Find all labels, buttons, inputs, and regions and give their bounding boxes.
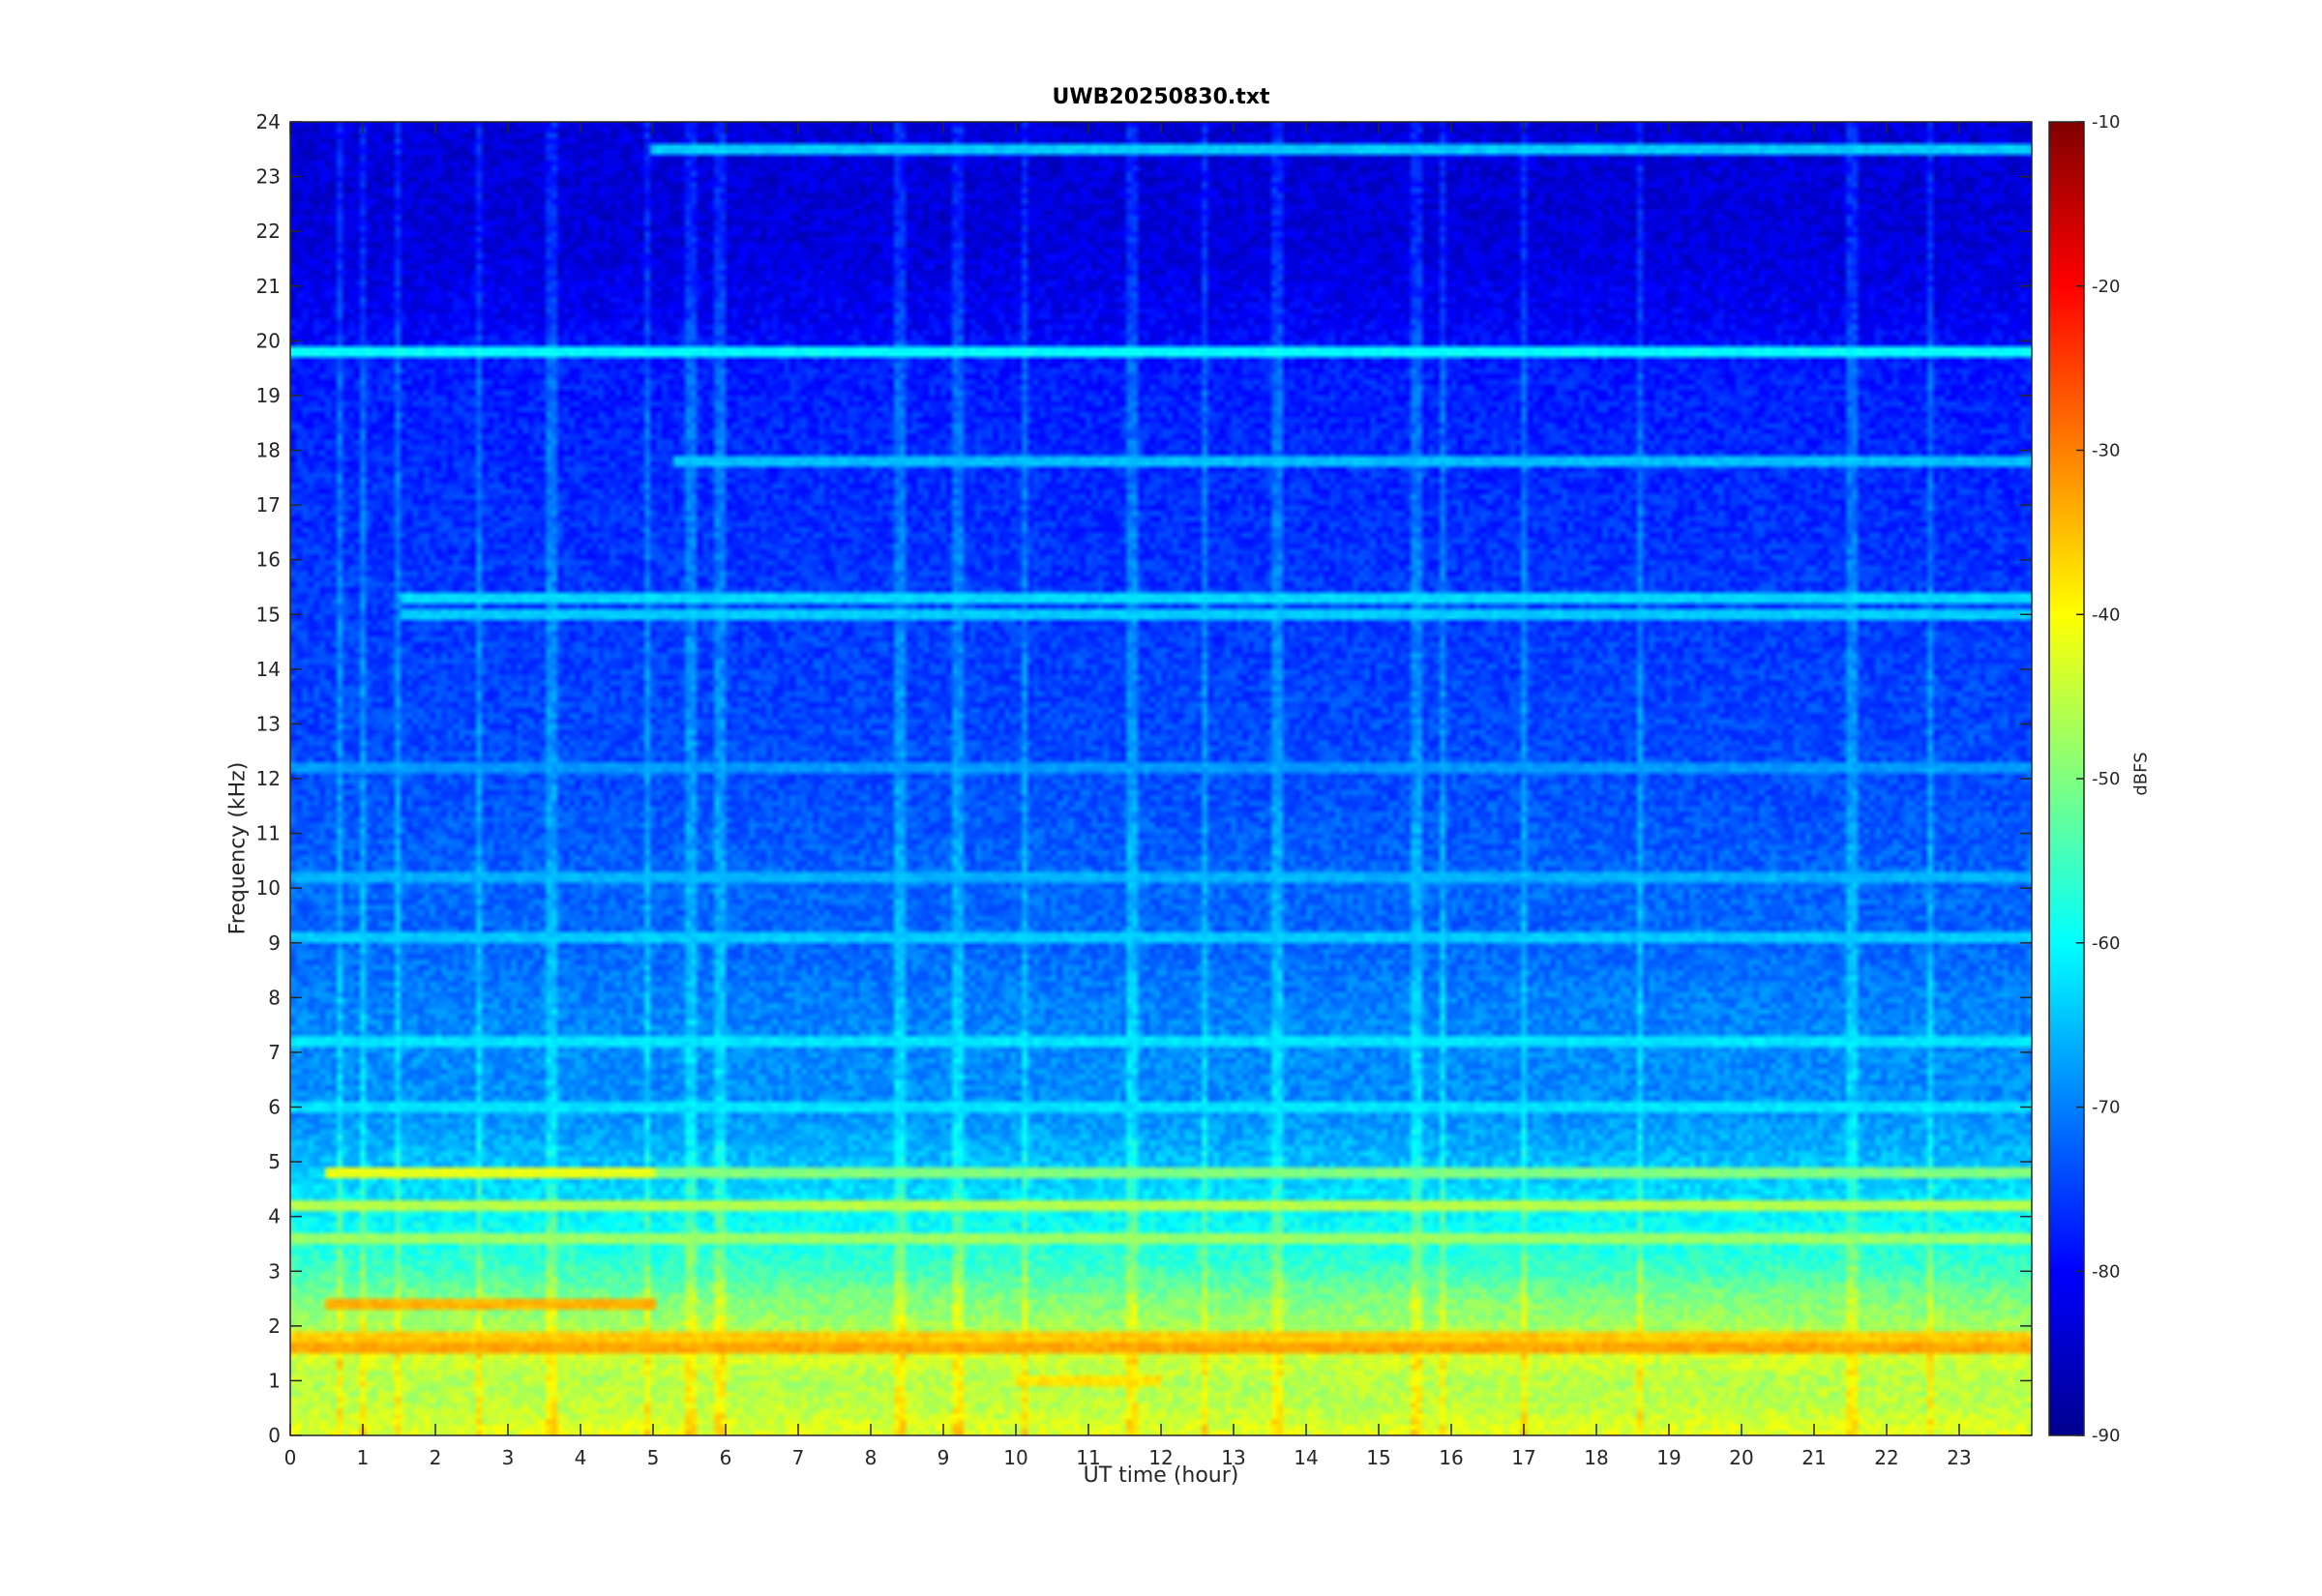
x-tick-label: 12: [1148, 1446, 1173, 1469]
y-tick-label: 22: [256, 220, 281, 243]
x-tick-label: 4: [575, 1446, 587, 1469]
x-tick-label: 5: [647, 1446, 660, 1469]
x-tick-label: 3: [502, 1446, 515, 1469]
y-tick-label: 20: [256, 329, 281, 352]
y-tick-label: 10: [256, 876, 281, 900]
y-tick-label: 3: [268, 1259, 281, 1283]
y-tick-label: 16: [256, 548, 281, 572]
colorbar-tick-label: -60: [2092, 933, 2120, 954]
y-tick-label: 19: [256, 384, 281, 407]
y-tick-label: 13: [256, 712, 281, 735]
y-tick-label: 24: [256, 110, 281, 133]
x-tick-label: 19: [1656, 1446, 1681, 1469]
x-tick-label: 6: [720, 1446, 732, 1469]
y-tick-label: 21: [256, 275, 281, 298]
x-tick-label: 0: [284, 1446, 297, 1469]
y-tick-label: 15: [256, 603, 281, 626]
x-tick-label: 18: [1584, 1446, 1608, 1469]
y-tick-label: 2: [268, 1315, 281, 1338]
x-tick-label: 23: [1947, 1446, 1971, 1469]
colorbar-ticks: -10 -20 -30 -40 -50 -60 -70 -80 -90: [2076, 112, 2120, 1446]
colorbar-tick-label: -20: [2092, 277, 2120, 297]
y-tick-label: 18: [256, 439, 281, 462]
x-tick-label: 9: [938, 1446, 950, 1469]
y-tick-label: 14: [256, 658, 281, 681]
x-tick-label: 22: [1874, 1446, 1898, 1469]
y-tick-label: 8: [268, 986, 281, 1009]
y-tick-label: 11: [256, 822, 281, 845]
x-tick-label: 16: [1439, 1446, 1463, 1469]
spectrogram-heatmap: [290, 122, 2032, 1435]
y-tick-label: 1: [268, 1369, 281, 1392]
x-tick-label: 8: [865, 1446, 878, 1469]
colorbar-tick-label: -30: [2092, 441, 2120, 461]
x-tick-label: 13: [1221, 1446, 1245, 1469]
y-tick-label: 0: [268, 1424, 281, 1447]
colorbar-tick-label: -10: [2092, 112, 2120, 133]
spectrogram-raster: [290, 122, 2032, 1435]
y-tick-label: 23: [256, 165, 281, 189]
y-tick-label: 12: [256, 767, 281, 790]
x-tick-label: 1: [357, 1446, 370, 1469]
x-tick-label: 17: [1511, 1446, 1535, 1469]
y-tick-label: 7: [268, 1041, 281, 1064]
colorbar-tick-label: -50: [2092, 769, 2120, 789]
x-tick-label: 14: [1294, 1446, 1318, 1469]
y-tick-label: 17: [256, 493, 281, 517]
x-tick-label: 15: [1366, 1446, 1390, 1469]
x-tick-label: 21: [1801, 1446, 1826, 1469]
colorbar-tick-label: -90: [2092, 1426, 2120, 1446]
colorbar-tick-label: -80: [2092, 1261, 2120, 1282]
y-tick-label: 6: [268, 1096, 281, 1119]
x-axis-label: UT time (hour): [1083, 1463, 1239, 1488]
colorbar-tick-label: -40: [2092, 605, 2120, 625]
chart-title: UWB20250830.txt: [1052, 85, 1270, 109]
x-tick-label: 11: [1076, 1446, 1100, 1469]
y-tick-label: 4: [268, 1205, 281, 1228]
colorbar-tick-label: -70: [2092, 1098, 2120, 1118]
x-axis-ticks: 0 1 2 3 4 5 6 7 8 9 10 11 12 13 14 15 16 17 18 19 20 21 22 23: [284, 122, 1972, 1469]
x-tick-label: 20: [1729, 1446, 1753, 1469]
y-tick-label: 5: [268, 1150, 281, 1173]
x-tick-label: 10: [1003, 1446, 1027, 1469]
x-tick-label: 2: [430, 1446, 442, 1469]
y-tick-label: 9: [268, 931, 281, 955]
x-tick-label: 7: [792, 1446, 805, 1469]
